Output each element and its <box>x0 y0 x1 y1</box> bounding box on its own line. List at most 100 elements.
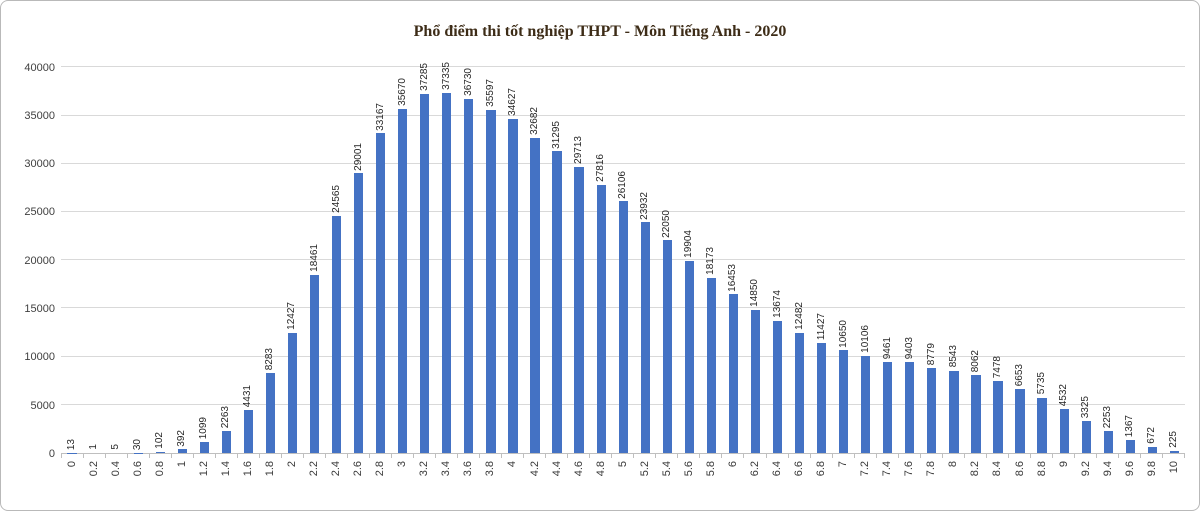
y-tick-label: 15000 <box>24 303 55 316</box>
x-tick-label: 8.8 <box>1035 461 1048 477</box>
x-tick-label: 6.4 <box>771 461 784 477</box>
x-slot: 5.2 <box>634 458 656 502</box>
bar-slot: 22050 <box>656 53 678 453</box>
x-slot: 7 <box>833 458 855 502</box>
bar-slot: 37285 <box>414 53 436 453</box>
x-tick-label: 4.8 <box>594 461 607 477</box>
x-tick-label: 7.8 <box>925 461 938 477</box>
x-tick-label: 0.4 <box>109 461 122 477</box>
bar-value-label: 12427 <box>286 302 298 331</box>
x-tick-label: 1.2 <box>197 461 210 477</box>
x-slot: 7.6 <box>899 458 921 502</box>
axis-tick <box>809 454 832 458</box>
bar-value-label: 32682 <box>529 107 540 135</box>
bar-value-label: 12482 <box>793 301 805 330</box>
x-slot: 3.4 <box>436 458 458 502</box>
gridline <box>61 66 1185 68</box>
bar-slot: 225 <box>1163 53 1185 453</box>
y-tick-label: 10000 <box>24 351 55 364</box>
x-slot: 3.6 <box>458 458 480 502</box>
bar-slot: 5 <box>105 53 127 453</box>
x-tick-label: 9.4 <box>1101 461 1114 477</box>
x-slot: 8 <box>943 458 965 502</box>
bar <box>993 380 1003 453</box>
y-tick-label: 40000 <box>24 61 55 74</box>
bar-slot: 23932 <box>634 53 656 453</box>
axis-tick <box>699 454 721 458</box>
axis-corner <box>15 454 61 502</box>
bar-slot: 10106 <box>855 53 877 453</box>
gridline <box>61 114 1185 116</box>
x-slot: 5.6 <box>678 458 700 502</box>
bar <box>331 216 342 453</box>
bar-slot: 9403 <box>899 53 921 453</box>
x-tick-label: 7.2 <box>859 461 872 477</box>
x-tick-label: 4.4 <box>550 461 563 477</box>
x-slot: 8.4 <box>987 458 1009 502</box>
y-tick-label: 25000 <box>24 206 55 219</box>
bar-value-label: 102 <box>154 432 166 450</box>
bar-slot: 4532 <box>1053 53 1075 453</box>
x-slot: 7.4 <box>877 458 899 502</box>
bar-value-label: 9403 <box>903 337 915 360</box>
x-tick-label: 3 <box>396 461 409 468</box>
bar <box>596 184 606 453</box>
bar-value-label: 9461 <box>881 336 893 359</box>
x-tick-label: 3.4 <box>440 461 453 477</box>
x-slot: 4 <box>502 458 524 502</box>
x-slot: 6.4 <box>767 458 789 502</box>
bar <box>486 109 496 453</box>
bar-slot: 29713 <box>568 53 590 453</box>
bar-slot: 392 <box>171 53 193 453</box>
x-tick-label: 6.6 <box>793 461 806 477</box>
bar <box>1059 409 1069 453</box>
axis-tick <box>589 454 611 458</box>
bar <box>1015 388 1025 453</box>
axis-tick <box>875 454 898 458</box>
bar <box>1081 420 1091 453</box>
bar-slot: 8062 <box>965 53 987 453</box>
bar-slot: 32682 <box>524 53 546 453</box>
x-tick-label: 2.8 <box>374 461 387 477</box>
x-slot: 3.2 <box>414 458 436 502</box>
x-slot: 1 <box>171 458 193 502</box>
x-tick-label: 7 <box>837 461 850 468</box>
bar-value-label: 672 <box>1146 426 1158 444</box>
axis-tick <box>149 454 171 458</box>
bar-slot: 14850 <box>744 53 766 453</box>
axis-tick <box>919 454 942 458</box>
bar-slot: 36730 <box>458 53 480 453</box>
x-slot: 5 <box>612 458 634 502</box>
bar-value-label: 13 <box>66 438 78 450</box>
bar <box>706 277 716 453</box>
bar-value-label: 13674 <box>771 290 783 319</box>
bar <box>574 166 584 453</box>
y-tick-label: 35000 <box>24 109 55 122</box>
bar-value-label: 8779 <box>925 343 937 366</box>
bar <box>1147 446 1157 453</box>
x-slot: 4.2 <box>524 458 546 502</box>
x-tick-label: 0 <box>65 461 78 468</box>
bar-value-label: 24565 <box>330 185 342 214</box>
x-slot: 1.4 <box>215 458 237 502</box>
bar-value-label: 31295 <box>551 120 563 149</box>
bar-value-label: 392 <box>176 429 188 447</box>
bar <box>662 240 672 453</box>
bar-value-label: 23932 <box>639 191 651 220</box>
axis-tick <box>281 454 303 458</box>
x-tick-label: 5.8 <box>704 461 717 477</box>
bar <box>839 350 849 453</box>
x-tick-label: 1.4 <box>219 461 232 477</box>
axis-tick <box>259 454 281 458</box>
x-slot: 3 <box>392 458 414 502</box>
bar-slot: 5735 <box>1031 53 1053 453</box>
bar <box>464 98 474 453</box>
bar-series: 13 1 5 30 102 392 1099 2263 4431 8283 12427 18461 24… <box>61 53 1185 453</box>
x-axis: 0 0.2 0.4 0.6 0.8 1 1.2 1.4 1.6 1.8 2 2.2 2.4 2.6 2.8 3… <box>61 454 1185 502</box>
x-slot: 7.2 <box>855 458 877 502</box>
x-slot: 2.6 <box>348 458 370 502</box>
axis-tick <box>941 454 964 458</box>
axis-tick <box>413 454 435 458</box>
bar-value-label: 18461 <box>308 244 320 273</box>
x-tick-label: 1.8 <box>263 461 276 477</box>
